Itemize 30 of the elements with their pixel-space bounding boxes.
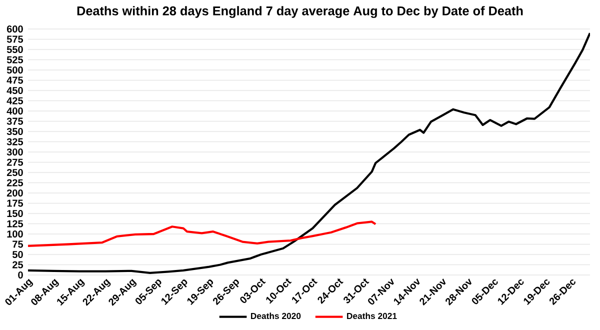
y-tick-label: 250 [6,168,23,176]
y-tick-label: 550 [6,46,23,54]
y-tick-label: 425 [6,97,24,104]
y-tick-label: 500 [6,66,23,74]
y-tick-label: 175 [7,200,24,207]
chart-title: Deaths within 28 days England 7 day average Aug to Dec by Date of Death [77,6,523,18]
y-tick-label: 100 [7,230,23,238]
line-series [28,32,590,274]
y-tick-label: 75 [12,240,24,248]
y-tick-label: 600 [6,25,23,33]
y-tick-label: 375 [6,118,24,125]
y-tick-label: 325 [6,138,24,146]
y-tick-label: 475 [6,76,24,84]
y-tick-label: 350 [6,128,23,136]
y-tick-label: 50 [12,250,23,258]
y-tick-label: 225 [6,179,24,186]
y-tick-label: 575 [6,36,24,43]
legend-label: Deaths 2021 [347,312,397,320]
line-series [28,220,377,247]
y-tick-label: 450 [6,86,23,94]
y-tick-label: 525 [6,56,24,64]
y-tick-label: 150 [7,210,23,218]
y-tick-label: 200 [6,189,23,197]
y-tick-label: 0 [18,271,23,279]
y-tick-label: 125 [7,220,24,228]
legend-label: Deaths 2020 [251,312,301,320]
y-tick-label: 25 [12,261,24,268]
y-tick-label: 275 [6,158,24,166]
y-tick-label: 300 [6,148,23,156]
y-tick-label: 400 [6,107,23,115]
